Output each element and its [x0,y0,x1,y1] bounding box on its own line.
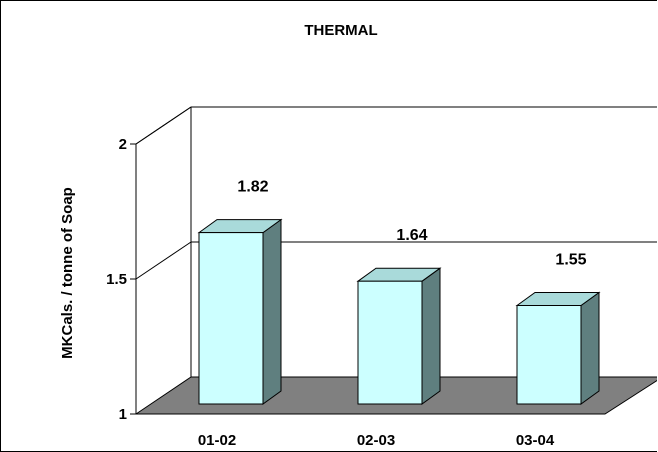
y-axis-label: MKCals. / tonne of Soap [59,187,76,359]
bar [197,218,283,405]
chart-title: THERMAL [304,22,377,39]
x-tick-label: 01-02 [198,432,236,449]
y-tick-label: 1.5 [106,271,127,288]
data-label: 1.55 [555,252,586,269]
bar-side [580,291,600,405]
x-tick-label: 03-04 [516,432,555,449]
bar-front [516,305,582,405]
y-tick-label: 2 [119,136,127,153]
bar [515,291,601,405]
data-label: 1.64 [396,227,427,244]
bar-side [262,218,282,405]
gridline-depth [135,241,192,280]
bar [356,267,442,405]
bar-side [421,267,441,405]
x-tick-label: 02-03 [357,432,395,449]
gridline-depth [135,106,192,145]
data-label: 1.82 [237,179,268,196]
bar-front [198,232,264,405]
y-tick-label: 1 [119,406,127,423]
bars-layer [197,218,601,405]
bar-front [357,280,423,405]
labels-layer: 1.82 01-02 1.64 02-03 1.55 03-04 [198,179,587,449]
